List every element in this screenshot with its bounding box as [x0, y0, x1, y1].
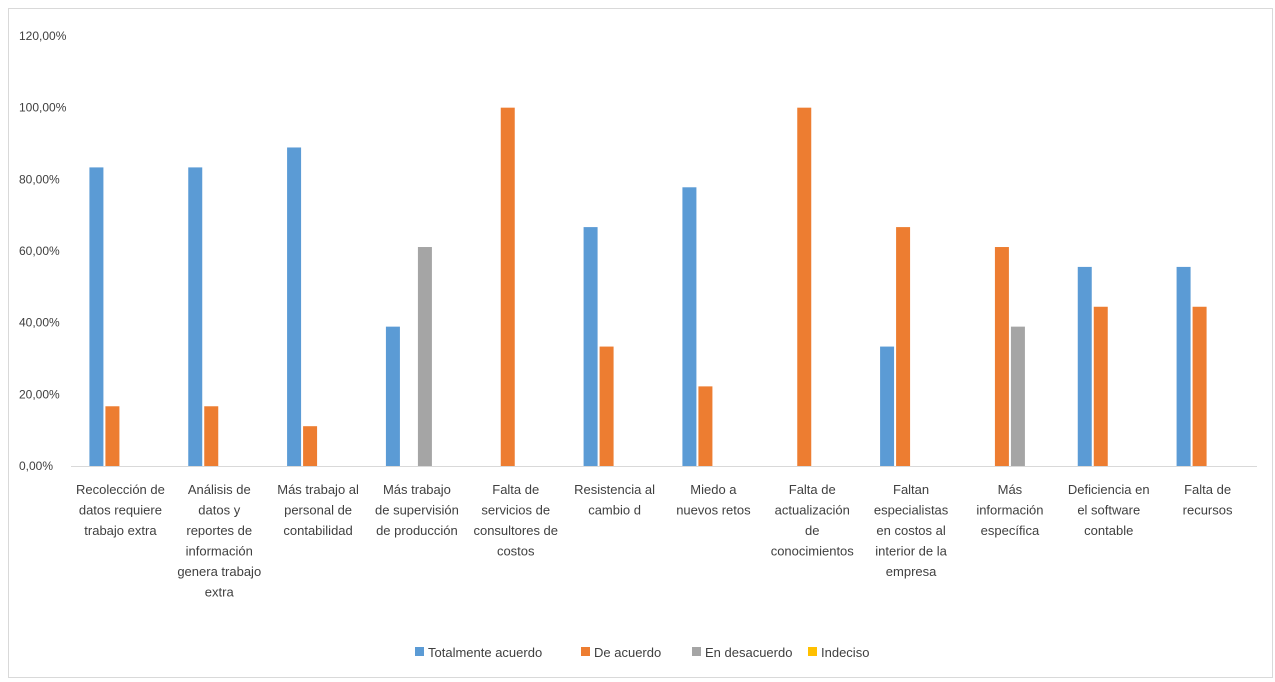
x-tick-label-line: datos y — [198, 503, 240, 518]
x-tick-label: Falta de actualización de conocimientos — [771, 482, 855, 559]
legend-label: Totalmente acuerdo — [428, 645, 542, 660]
bar-chart: 0,00% 20,00% 40,00% 60,00% 80,00% 100,00% 120,… — [19, 29, 1257, 660]
bar-de-acuerdo — [994, 247, 1009, 466]
bar-de-acuerdo — [500, 107, 515, 467]
bar-totalmente-acuerdo — [188, 167, 203, 467]
x-tick-label-line: Más trabajo al — [277, 482, 359, 497]
x-tick-label-line: Falta de — [492, 482, 539, 497]
legend-swatch — [415, 647, 424, 656]
legend-swatch — [581, 647, 590, 656]
bar-totalmente-acuerdo — [880, 346, 895, 466]
bar-de-acuerdo — [105, 406, 120, 466]
x-tick-label: Faltan especialistas en costos al interior … — [874, 482, 949, 579]
x-tick-label-line: Resistencia al — [574, 482, 655, 497]
legend-swatch — [692, 647, 701, 656]
x-tick-label-line: Falta de — [1184, 482, 1231, 497]
legend-label: De acuerdo — [594, 645, 661, 660]
bar-de-acuerdo — [204, 406, 219, 466]
x-tick-label-line: cambio d — [588, 503, 641, 518]
x-tick-label-line: trabajo extra — [84, 523, 157, 538]
x-tick-label-line: Deficiencia en — [1068, 482, 1150, 497]
x-tick-label: Más trabajo al personal de contabilidad — [277, 482, 359, 538]
x-tick-label: Falta de recursos — [1183, 482, 1233, 518]
x-tick-label-line: de producción — [376, 523, 458, 538]
x-tick-label-line: de supervisión — [375, 503, 459, 518]
x-tick-label-line: empresa — [886, 564, 937, 579]
bar-totalmente-acuerdo — [583, 227, 598, 466]
x-tick-label-line: específica — [981, 523, 1040, 538]
bar-de-acuerdo — [896, 227, 911, 466]
x-tick-label-line: contabilidad — [283, 523, 352, 538]
x-tick-label: Análisis de datos y reportes de información… — [177, 482, 261, 600]
bar-totalmente-acuerdo — [1176, 266, 1191, 466]
x-tick-label: Falta de servicios de consultores de costos — [473, 482, 558, 559]
x-tick-label-line: personal de — [284, 503, 352, 518]
bar-de-acuerdo — [698, 386, 713, 466]
legend-label: Indeciso — [821, 645, 869, 660]
x-tick-label: Más trabajo de supervisión de producción — [375, 482, 459, 538]
x-tick-label-line: especialistas — [874, 503, 949, 518]
x-tick-label-line: de — [805, 523, 819, 538]
x-tick-label-line: servicios de — [481, 503, 550, 518]
x-tick-label-line: en costos al — [876, 523, 945, 538]
x-tick-label-line: consultores de — [473, 523, 558, 538]
x-tick-label-line: información — [186, 544, 253, 559]
x-tick-label-line: actualización — [775, 503, 850, 518]
bar-totalmente-acuerdo — [287, 147, 302, 467]
bar-de-acuerdo — [303, 426, 318, 466]
x-tick-label-line: nuevos retos — [676, 503, 751, 518]
x-tick-label-line: conocimientos — [771, 544, 855, 559]
bar-totalmente-acuerdo — [385, 326, 400, 466]
x-tick-label-line: recursos — [1183, 503, 1233, 518]
x-tick-label-line: contable — [1084, 523, 1133, 538]
x-tick-label: Deficiencia en el software contable — [1068, 482, 1150, 538]
x-tick-label-line: Faltan — [893, 482, 929, 497]
bar-de-acuerdo — [797, 107, 812, 467]
x-tick-label-line: Más — [998, 482, 1023, 497]
x-tick-label: Más información específica — [976, 482, 1043, 538]
bar-en-desacuerdo — [417, 247, 432, 466]
bar-totalmente-acuerdo — [89, 167, 104, 467]
x-tick-label-line: Más trabajo — [383, 482, 451, 497]
bar-en-desacuerdo — [1010, 326, 1025, 466]
bar-totalmente-acuerdo — [1077, 266, 1092, 466]
x-tick-label-line: genera trabajo — [177, 564, 261, 579]
legend-swatch — [808, 647, 817, 656]
x-tick-label-line: costos — [497, 544, 535, 559]
x-tick-label-line: Recolección de — [76, 482, 165, 497]
bar-de-acuerdo — [1093, 306, 1108, 466]
y-tick-label: 120,00% — [19, 29, 67, 43]
x-tick-label-line: Análisis de — [188, 482, 251, 497]
x-tick-label-line: reportes de — [186, 523, 252, 538]
y-tick-label: 100,00% — [19, 101, 67, 115]
y-tick-label: 60,00% — [19, 244, 60, 258]
x-tick-label-line: Falta de — [789, 482, 836, 497]
x-tick-label-line: el software — [1077, 503, 1140, 518]
x-tick-label-line: extra — [205, 585, 235, 600]
legend-label: En desacuerdo — [705, 645, 792, 660]
x-tick-label-line: datos requiere — [79, 503, 162, 518]
y-tick-label: 0,00% — [19, 459, 53, 473]
x-tick-label-line: Miedo a — [690, 482, 737, 497]
bar-de-acuerdo — [599, 346, 614, 466]
y-tick-label: 40,00% — [19, 316, 60, 330]
x-tick-label-line: interior de la — [875, 544, 947, 559]
x-tick-label-line: información — [976, 503, 1043, 518]
x-tick-label: Recolección de datos requiere trabajo extr… — [76, 482, 165, 538]
x-tick-label: Resistencia al cambio d — [574, 482, 655, 518]
x-tick-label: Miedo a nuevos retos — [676, 482, 751, 518]
y-tick-label: 80,00% — [19, 172, 60, 186]
bar-de-acuerdo — [1192, 306, 1207, 466]
bar-totalmente-acuerdo — [682, 187, 697, 466]
chart-frame: 0,00% 20,00% 40,00% 60,00% 80,00% 100,00% 120,… — [8, 8, 1273, 678]
y-tick-label: 20,00% — [19, 387, 60, 401]
